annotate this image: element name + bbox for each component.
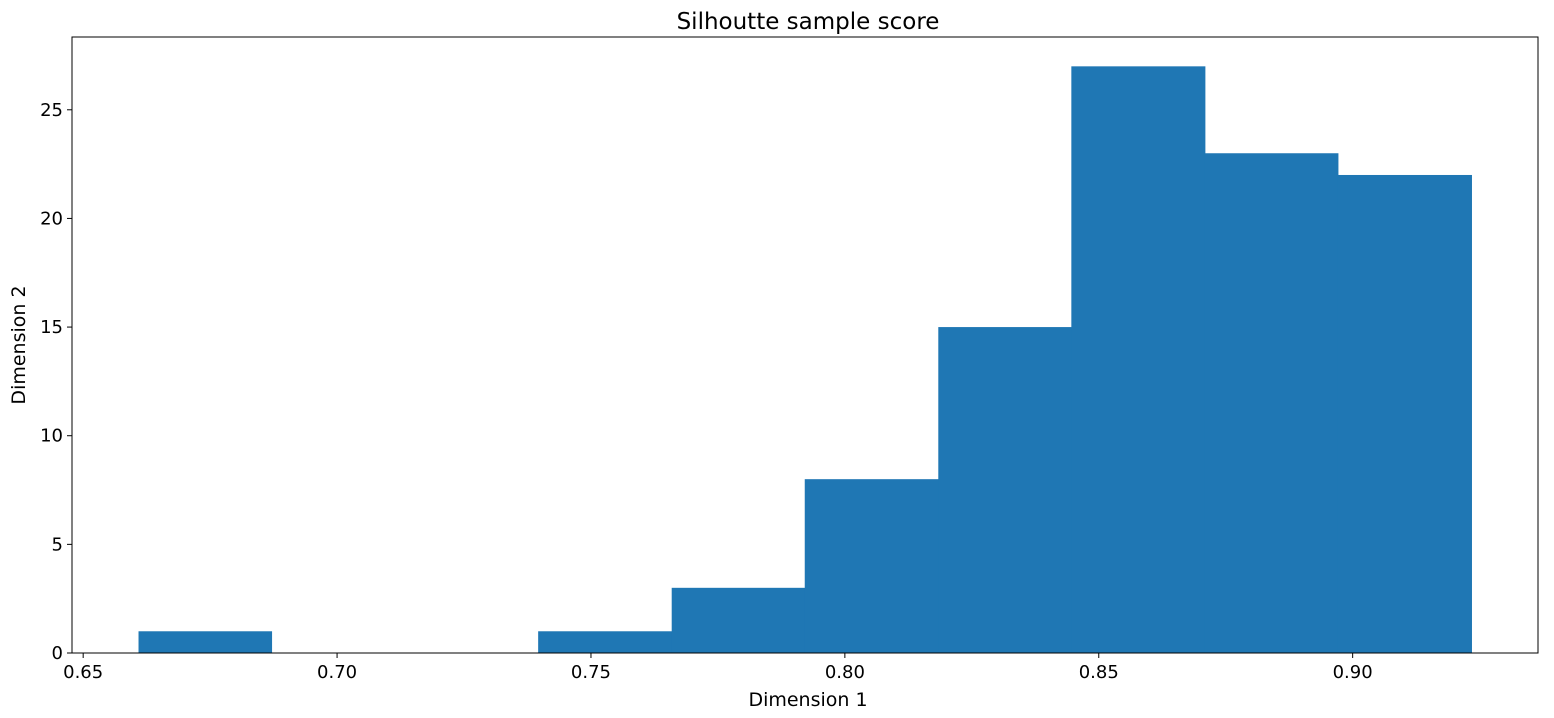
y-axis-label: Dimension 2 bbox=[8, 285, 30, 404]
histogram-bar-3 bbox=[538, 631, 673, 653]
x-axis-ticks: 0.65 0.70 0.75 0.80 0.85 0.90 bbox=[63, 653, 1373, 683]
histogram-bar-8 bbox=[1204, 153, 1339, 653]
histogram-bar-4 bbox=[671, 587, 806, 653]
histogram-bar-0 bbox=[138, 631, 273, 653]
y-tick-label: 5 bbox=[52, 534, 63, 555]
histogram-bar-5 bbox=[804, 479, 939, 653]
y-tick-label: 25 bbox=[40, 100, 63, 121]
y-axis-ticks: 0 5 10 15 20 25 bbox=[40, 100, 72, 664]
y-tick-label: 15 bbox=[40, 317, 63, 338]
bars-group bbox=[138, 66, 1472, 654]
x-tick-label: 0.90 bbox=[1333, 662, 1373, 683]
x-tick-label: 0.75 bbox=[571, 662, 611, 683]
chart-title: Silhoutte sample score bbox=[677, 9, 940, 35]
histogram-bar-9 bbox=[1337, 174, 1472, 653]
y-tick-label: 10 bbox=[40, 426, 63, 447]
x-tick-label: 0.85 bbox=[1079, 662, 1119, 683]
x-axis-label: Dimension 1 bbox=[748, 689, 867, 711]
plot-frame bbox=[71, 36, 1539, 654]
histogram-bar-6 bbox=[938, 327, 1072, 653]
y-tick-label: 20 bbox=[40, 208, 63, 229]
x-tick-label: 0.80 bbox=[825, 662, 865, 683]
x-tick-label: 0.65 bbox=[63, 662, 103, 683]
y-tick-label: 0 bbox=[52, 643, 63, 664]
x-tick-label: 0.70 bbox=[317, 662, 357, 683]
histogram-bar-7 bbox=[1071, 66, 1206, 654]
